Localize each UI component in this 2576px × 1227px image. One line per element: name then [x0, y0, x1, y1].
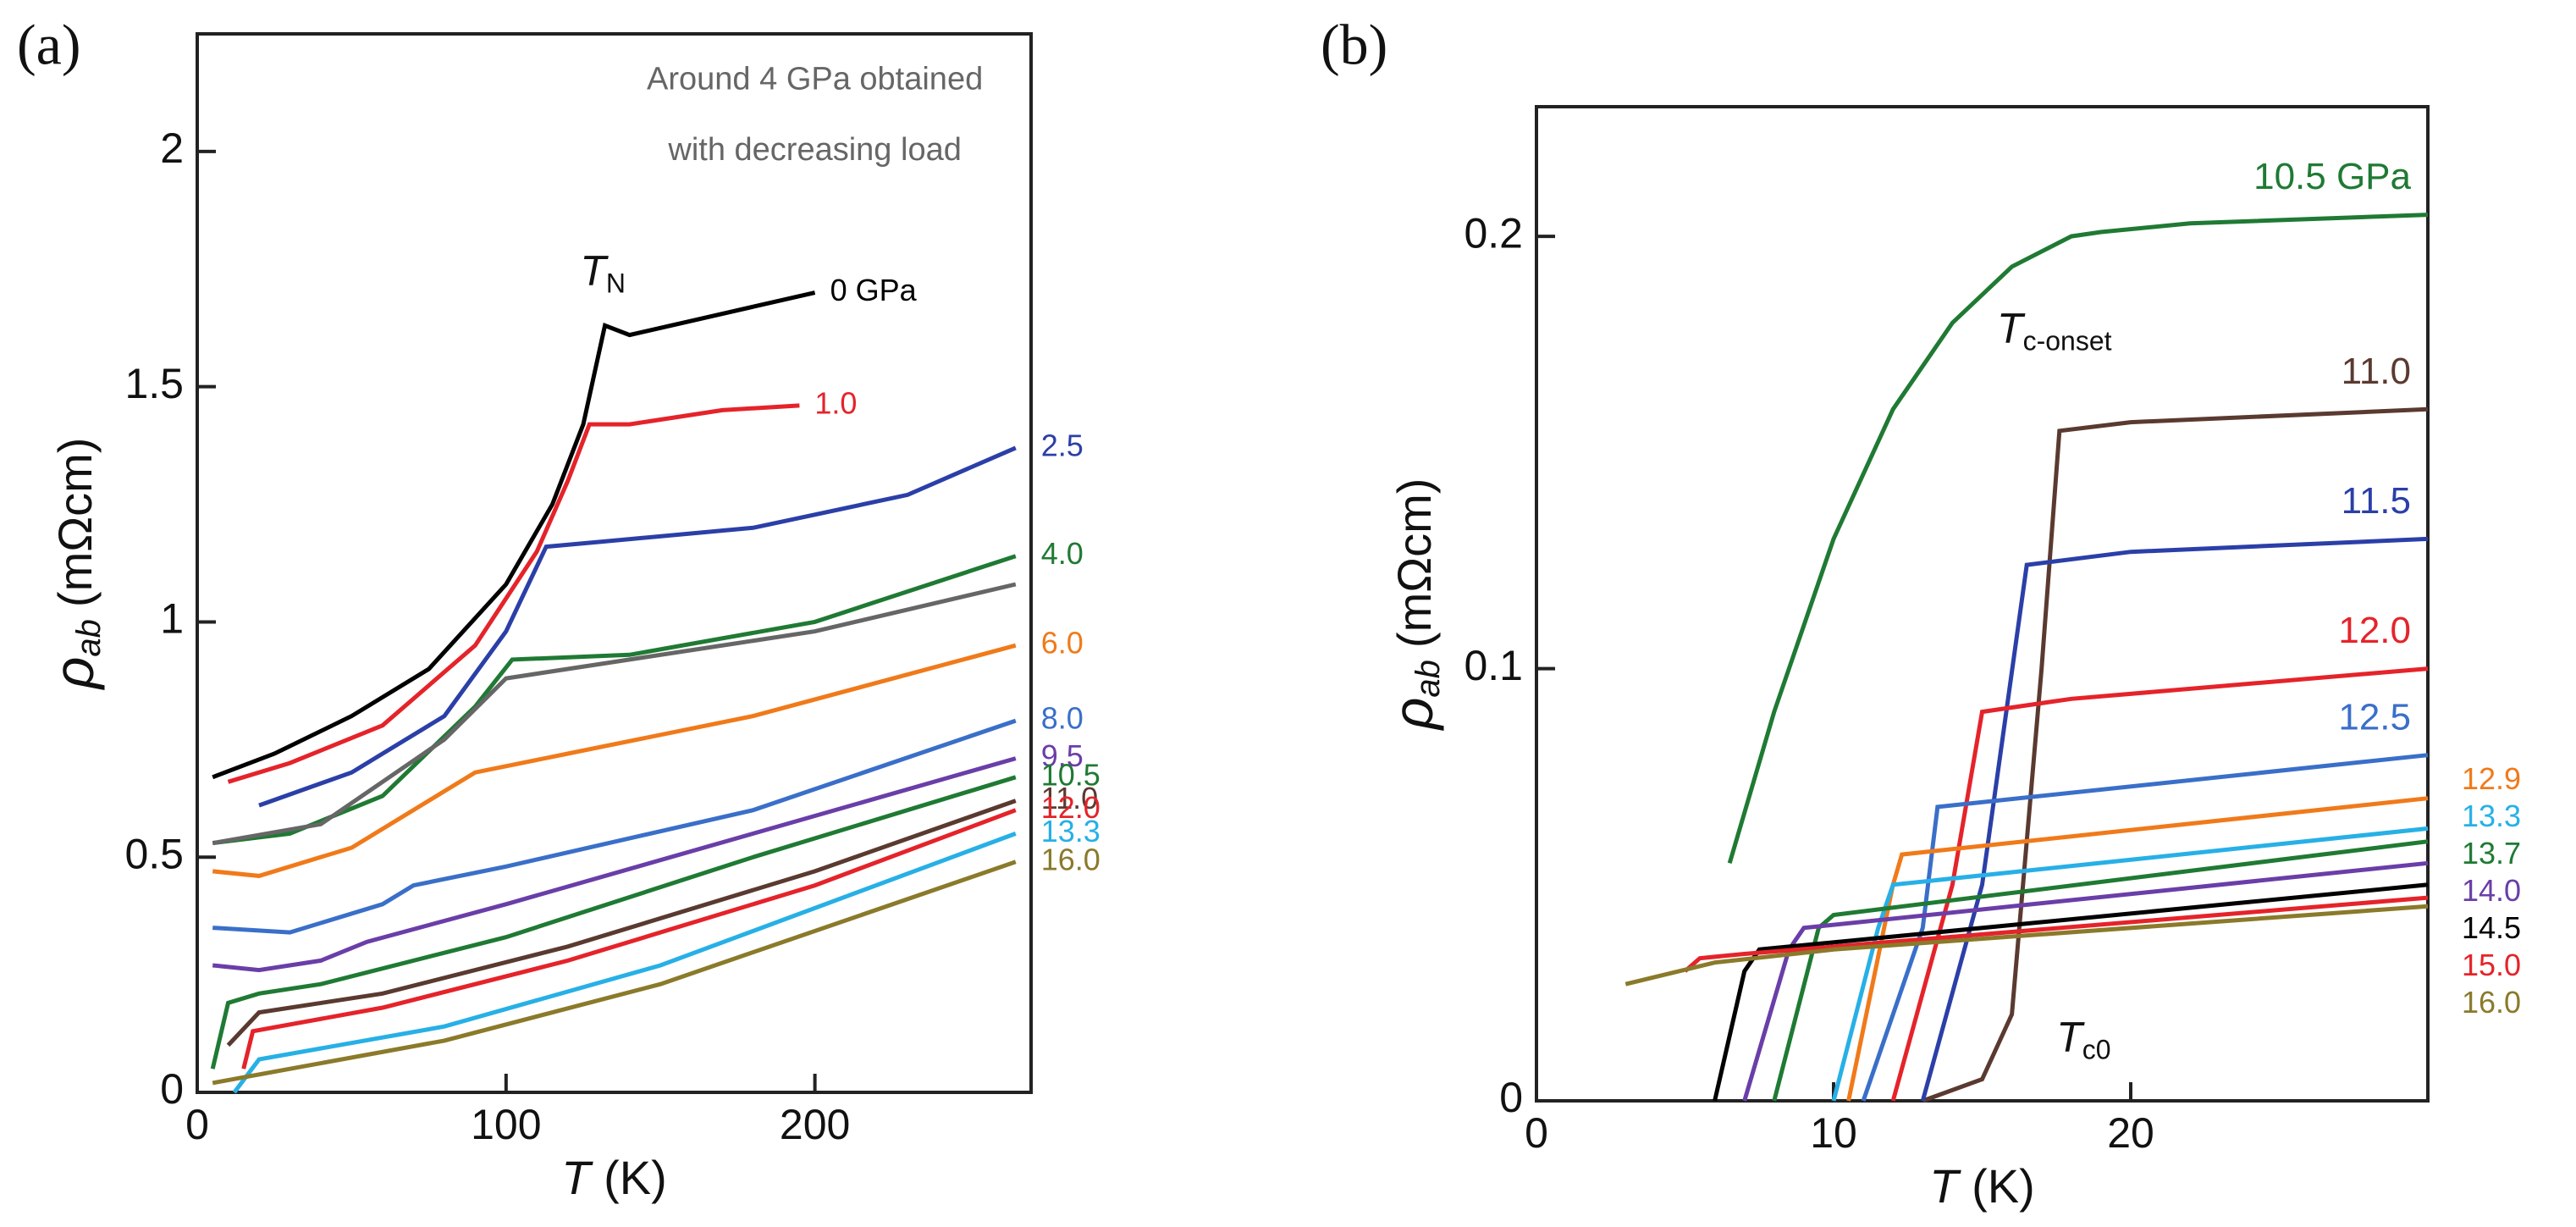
annotation-text: with decreasing load	[667, 132, 961, 168]
x-axis-unit: (K)	[1972, 1159, 2035, 1213]
x-axis-label: T (K)	[1929, 1159, 2034, 1213]
series-label: 12.9	[2462, 761, 2521, 796]
annotation: Around 4 GPa obtained	[647, 62, 983, 97]
series-label: 12.0	[1041, 790, 1100, 825]
y-axis-sub: ab	[1409, 660, 1447, 698]
series-label: 1.0	[814, 385, 857, 420]
annotation-sub: c-onset	[2023, 326, 2112, 356]
series-line	[212, 582, 1017, 846]
series-label: 13.3	[2462, 799, 2521, 833]
annotation: Tc0	[2056, 1014, 2110, 1065]
series-label: 10.5	[1041, 757, 1100, 792]
panel-label: (b)	[1321, 13, 1387, 77]
series-label: 14.5	[2462, 910, 2521, 945]
panel-label: (a)	[17, 13, 80, 77]
y-tick-label: 0.5	[124, 830, 184, 877]
x-tick-label: 0	[185, 1101, 209, 1148]
series-line	[210, 775, 1017, 1069]
series-line	[1922, 406, 2429, 1103]
series-line	[212, 756, 1017, 973]
y-tick-label: 2	[160, 124, 184, 172]
y-tick-label: 0.2	[1464, 209, 1523, 257]
series-line	[212, 554, 1017, 846]
series-label: 0 GPa	[830, 273, 918, 307]
series-label: 10.5 GPa	[2253, 156, 2411, 197]
series-label: 15.0	[2462, 948, 2521, 982]
series-line	[1624, 904, 2429, 987]
series-line	[1831, 826, 2429, 1102]
series-label: 11.0	[2342, 351, 2411, 392]
series-line	[212, 859, 1017, 1086]
series-label: 9.5	[1041, 738, 1084, 773]
x-axis-symbol: T	[1929, 1159, 1961, 1213]
series-line	[232, 832, 1017, 1094]
y-tick-label: 0	[160, 1065, 184, 1113]
x-tick-label: 10	[1810, 1109, 1857, 1157]
y-axis-symbol: ρ	[42, 657, 105, 691]
series-line	[1890, 666, 2429, 1102]
annotation-text: T	[2056, 1014, 2085, 1061]
series-line	[1727, 213, 2429, 865]
x-axis-unit: (K)	[604, 1151, 667, 1204]
series-line	[212, 718, 1017, 935]
y-axis-symbol: ρ	[1382, 698, 1444, 732]
series-line	[227, 403, 800, 784]
series-line	[1683, 895, 2429, 973]
series-line	[241, 808, 1017, 1069]
series-line	[1772, 839, 2429, 1102]
series-line	[1713, 882, 2429, 1102]
x-axis-label: T (K)	[561, 1151, 666, 1204]
annotation-text: T	[1997, 305, 2026, 352]
x-tick-label: 100	[471, 1101, 541, 1148]
series-line	[212, 290, 816, 780]
y-tick-label: 1.5	[124, 360, 184, 407]
x-axis-symbol: T	[561, 1151, 593, 1204]
series-line	[212, 643, 1017, 878]
series-line	[258, 445, 1017, 808]
series-label: 14.0	[2462, 873, 2521, 908]
plot-frame	[196, 32, 1033, 1094]
series-line	[226, 799, 1017, 1047]
series-label: 12.0	[2338, 610, 2411, 651]
annotation-sub: N	[606, 268, 626, 299]
annotation: with decreasing load	[667, 132, 961, 168]
y-axis-unit: (mΩcm)	[48, 438, 102, 607]
y-axis-label: ρab (mΩcm)	[1382, 478, 1446, 732]
series-label: 6.0	[1041, 626, 1084, 660]
series-line	[1742, 860, 2429, 1102]
series-label: 13.7	[2462, 836, 2521, 871]
y-axis-unit: (mΩcm)	[1387, 478, 1441, 648]
series-line	[1861, 753, 2429, 1102]
series-label: 16.0	[1041, 842, 1100, 876]
series-label: 12.5	[2338, 696, 2411, 738]
annotation: TN	[580, 247, 626, 299]
y-axis-sub: ab	[70, 619, 108, 657]
annotation-sub: c0	[2082, 1035, 2111, 1065]
x-tick-label: 20	[2107, 1109, 2154, 1157]
series-label: 11.0	[1041, 781, 1098, 815]
y-tick-label: 0	[1499, 1074, 1523, 1121]
series-label: 8.0	[1041, 701, 1084, 736]
series-line	[1846, 796, 2429, 1102]
series-label: 16.0	[2462, 985, 2521, 1020]
series-label: 2.5	[1041, 428, 1084, 462]
annotation-text: Around 4 GPa obtained	[647, 62, 983, 97]
x-tick-label: 200	[780, 1101, 850, 1148]
series-line	[1920, 536, 2429, 1102]
x-tick-label: 0	[1525, 1109, 1548, 1157]
annotation: Tc-onset	[1997, 305, 2112, 356]
annotation-text: T	[580, 247, 609, 295]
series-label: 13.3	[1041, 814, 1100, 848]
plot-frame	[1535, 105, 2430, 1103]
y-tick-label: 0.1	[1464, 642, 1523, 689]
y-tick-label: 1	[160, 595, 184, 643]
y-axis-label: ρab (mΩcm)	[42, 438, 107, 691]
series-label: 4.0	[1041, 536, 1084, 571]
series-label: 11.5	[2342, 480, 2411, 522]
